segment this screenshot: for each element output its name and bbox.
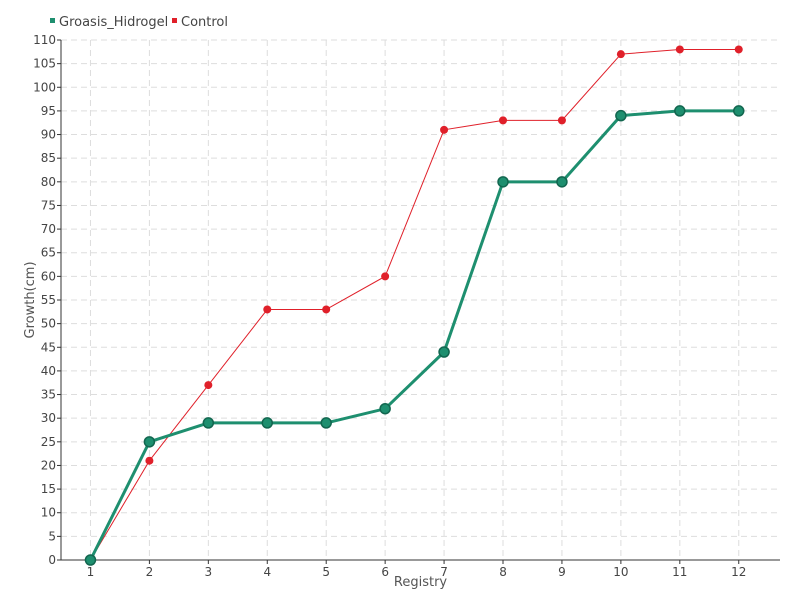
y-tick-label: 20 xyxy=(41,458,56,472)
x-axis-title: Registry xyxy=(394,575,448,590)
x-tick-label: 2 xyxy=(146,565,154,579)
y-tick-label: 35 xyxy=(41,388,56,402)
data-point[interactable] xyxy=(143,436,156,448)
series-line xyxy=(89,109,739,561)
data-point[interactable] xyxy=(616,50,625,59)
data-point[interactable] xyxy=(440,125,449,134)
y-tick-label: 90 xyxy=(41,128,56,142)
legend-item[interactable]: Control xyxy=(172,15,228,30)
x-tick-label: 7 xyxy=(440,565,448,579)
data-point[interactable] xyxy=(322,305,331,314)
x-tick-label: 11 xyxy=(672,565,687,579)
data-point[interactable] xyxy=(261,417,274,429)
x-tick-label: 4 xyxy=(263,565,271,579)
legend-label: Control xyxy=(181,15,228,30)
data-point[interactable] xyxy=(263,305,272,314)
y-tick-label: 30 xyxy=(41,411,56,425)
data-point[interactable] xyxy=(556,176,568,188)
x-tick-label: 5 xyxy=(322,565,330,579)
y-tick-label: 85 xyxy=(41,151,56,165)
y-tick-label: 5 xyxy=(48,529,56,543)
data-point[interactable] xyxy=(734,45,743,54)
series-control xyxy=(86,45,743,564)
y-axis-title: Growth(cm) xyxy=(23,261,38,338)
data-point[interactable] xyxy=(381,272,390,281)
data-point[interactable] xyxy=(202,417,215,429)
data-point[interactable] xyxy=(615,109,627,122)
x-tick-label: 6 xyxy=(381,565,389,579)
data-point[interactable] xyxy=(84,554,97,566)
data-point[interactable] xyxy=(145,456,154,465)
axes: 0510152025303540455055606570758085909510… xyxy=(33,33,780,579)
data-point[interactable] xyxy=(732,105,745,117)
y-tick-label: 60 xyxy=(41,269,56,283)
series-groasis-hidrogel xyxy=(84,105,745,566)
x-tick-label: 12 xyxy=(731,565,746,579)
y-tick-label: 50 xyxy=(41,317,56,331)
y-tick-label: 25 xyxy=(41,435,56,449)
data-point[interactable] xyxy=(675,45,684,54)
x-tick-label: 9 xyxy=(558,565,566,579)
grid xyxy=(61,39,780,560)
data-point[interactable] xyxy=(499,116,508,125)
y-tick-label: 105 xyxy=(33,57,56,71)
y-tick-label: 55 xyxy=(41,293,56,307)
x-tick-label: 3 xyxy=(205,565,213,579)
y-tick-label: 100 xyxy=(33,80,56,94)
y-tick-label: 40 xyxy=(41,364,56,378)
legend-label: Groasis_Hidrogel xyxy=(59,15,168,30)
legend-swatch xyxy=(172,18,177,23)
data-point[interactable] xyxy=(497,176,509,188)
y-tick-label: 70 xyxy=(41,222,56,236)
data-point[interactable] xyxy=(204,381,213,390)
data-point[interactable] xyxy=(379,402,391,415)
legend-swatch xyxy=(50,18,55,23)
y-tick-label: 80 xyxy=(41,175,56,189)
y-tick-label: 65 xyxy=(41,246,56,260)
data-point[interactable] xyxy=(557,116,566,125)
x-tick-label: 10 xyxy=(613,565,628,579)
x-tick-label: 1 xyxy=(87,565,95,579)
y-tick-label: 75 xyxy=(41,198,56,212)
y-tick-label: 95 xyxy=(41,104,56,118)
legend-item[interactable]: Groasis_Hidrogel xyxy=(50,15,168,30)
y-tick-label: 110 xyxy=(33,33,56,47)
y-tick-label: 15 xyxy=(41,482,56,496)
series-line xyxy=(90,48,739,561)
data-point[interactable] xyxy=(438,346,450,358)
y-tick-label: 10 xyxy=(41,506,56,520)
x-tick-label: 8 xyxy=(499,565,507,579)
data-point[interactable] xyxy=(674,105,686,117)
data-point[interactable] xyxy=(320,417,332,429)
series-layer xyxy=(84,45,745,566)
y-tick-label: 0 xyxy=(48,553,56,567)
y-tick-label: 45 xyxy=(41,340,56,354)
legend: Groasis_Hidrogel Control xyxy=(50,15,228,30)
